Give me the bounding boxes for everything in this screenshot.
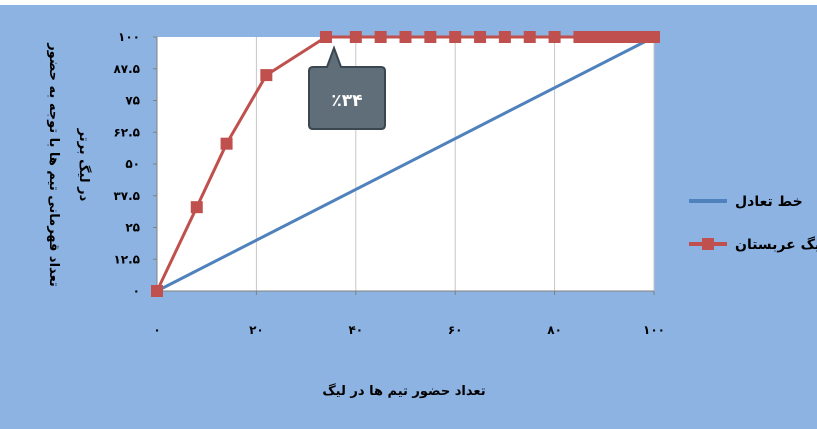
x-tick-label: ۸۰ [547,323,562,337]
series-1-point [523,31,536,43]
y-tick-label: ۲۵ [125,221,140,235]
y-tick-label: ۰ [133,284,140,298]
series-1-point [190,201,203,214]
series-1-point [548,31,561,43]
series-line-0 [156,35,655,293]
x-tick-labels: ۰ ۲۰ ۴۰ ۶۰ ۸۰ ۱۰۰ [153,323,665,337]
y-tick-label: ۸۷.۵ [113,62,140,76]
y-tick-labels: ۰ ۱۲.۵ ۲۵ ۳۷.۵ ۵۰ ۶۲.۵ ۷۵ ۸۷.۵ ۱۰۰ [113,30,140,298]
y-axis-title-line-2: در لیگ برتر [76,128,92,202]
legend-label-saudi-league: لیگ عربستان [735,236,817,253]
y-axis-title-group: تعداد قهرمانی تیم ها با توجه به حضور در … [46,42,92,287]
series-1-point [498,31,511,43]
series-1-point [151,285,163,297]
callout-box [308,45,386,130]
x-tick-label: ۰ [153,323,160,337]
y-tick-label: ۳۷.۵ [113,189,140,203]
series-1-point [474,31,487,43]
callout-label: ٪۳۴ [331,91,362,111]
x-tick-label: ۱۰۰ [643,323,665,337]
legend-marker-saudi-league [702,238,714,250]
x-axis-title: تعداد حضور تیم ها در لیگ [322,383,485,399]
series-1-point [424,31,437,43]
series-1-point [374,31,387,43]
y-axis-title-line-1: تعداد قهرمانی تیم ها با توجه به حضور [46,42,61,287]
legend-label-balance-line: خط تعادل [735,194,803,210]
series-1-point [220,137,233,150]
y-tick-label: ۱۲.۵ [113,252,140,266]
y-tick-label: ۵۰ [125,157,140,171]
legend: خط تعادل لیگ عربستان [689,194,817,253]
y-tick-label: ۷۵ [125,94,140,108]
x-tick-label: ۶۰ [448,323,463,337]
series-1-point [449,31,462,43]
grid-layer [255,37,655,291]
x-tick-label: ۲۰ [249,323,264,337]
series-1-point [648,31,660,43]
series-1-point [319,31,332,43]
series-1-point [399,31,412,43]
y-tick-label: ۶۲.۵ [113,125,140,139]
series-1-point [260,69,273,82]
y-tick-label: ۱۰۰ [118,30,140,44]
series-1-point [349,31,362,43]
callout-annotation: ٪۳۴ [308,45,386,130]
x-tick-label: ۴۰ [348,323,363,337]
series-layer [151,31,660,297]
